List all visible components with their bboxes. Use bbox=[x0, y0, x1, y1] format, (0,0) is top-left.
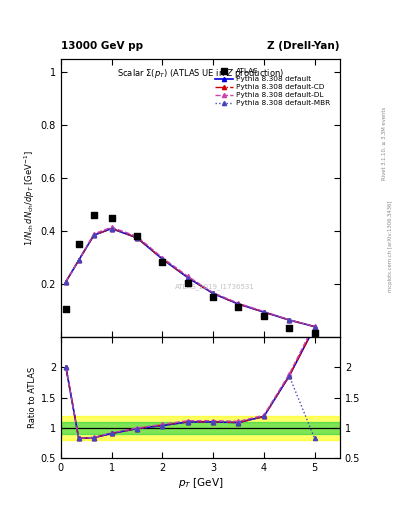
Text: Rivet 3.1.10, ≥ 3.3M events: Rivet 3.1.10, ≥ 3.3M events bbox=[382, 106, 387, 180]
Bar bbox=[61, 422, 340, 434]
Text: 13000 GeV pp: 13000 GeV pp bbox=[61, 41, 143, 51]
Point bbox=[134, 232, 140, 241]
X-axis label: $p_T$ [GeV]: $p_T$ [GeV] bbox=[178, 476, 223, 490]
Text: Scalar $\Sigma(p_T)$ (ATLAS UE in $Z$ production): Scalar $\Sigma(p_T)$ (ATLAS UE in $Z$ pr… bbox=[117, 67, 284, 80]
Bar bbox=[61, 416, 340, 440]
Y-axis label: Ratio to ATLAS: Ratio to ATLAS bbox=[28, 367, 37, 429]
Point bbox=[75, 240, 82, 248]
Y-axis label: $1/N_{\rm ch}\,dN_{\rm ch}/dp_T$ [GeV$^{-1}$]: $1/N_{\rm ch}\,dN_{\rm ch}/dp_T$ [GeV$^{… bbox=[22, 150, 37, 246]
Text: mcplots.cern.ch [arXiv:1306.3436]: mcplots.cern.ch [arXiv:1306.3436] bbox=[388, 200, 393, 291]
Point bbox=[311, 329, 318, 337]
Point bbox=[108, 214, 115, 222]
Legend: ATLAS, Pythia 8.308 default, Pythia 8.308 default-CD, Pythia 8.308 default-DL, P: ATLAS, Pythia 8.308 default, Pythia 8.30… bbox=[212, 66, 334, 110]
Point bbox=[286, 324, 292, 332]
Text: Z (Drell-Yan): Z (Drell-Yan) bbox=[268, 41, 340, 51]
Text: ATLAS_2019_I1736531: ATLAS_2019_I1736531 bbox=[174, 284, 254, 290]
Point bbox=[185, 279, 191, 287]
Point bbox=[63, 305, 69, 313]
Point bbox=[91, 211, 97, 219]
Point bbox=[235, 303, 242, 311]
Point bbox=[210, 293, 216, 302]
Point bbox=[159, 258, 165, 266]
Point bbox=[261, 312, 267, 320]
